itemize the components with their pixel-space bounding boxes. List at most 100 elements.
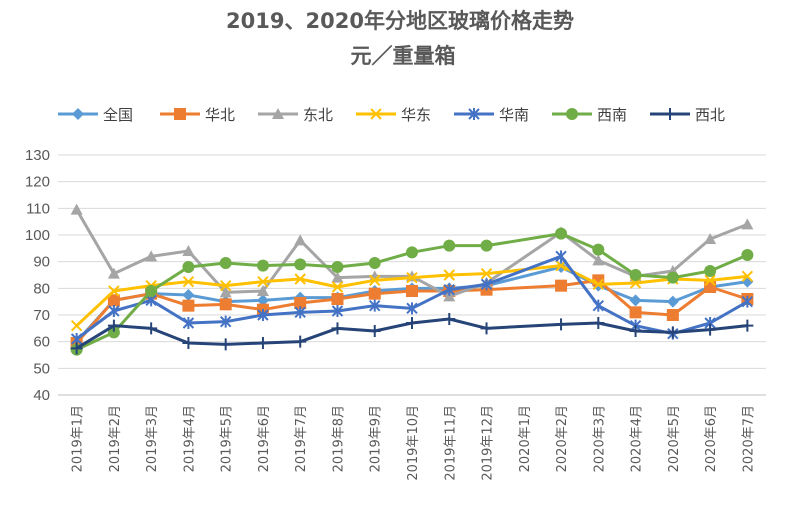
y-tick-label: 110 — [26, 200, 50, 217]
data-point — [219, 257, 232, 269]
data-point — [704, 274, 716, 287]
chart-subtitle: 元／重量箱 — [351, 44, 456, 68]
x-tick-label: 2020年4月 — [630, 405, 645, 472]
data-point — [741, 319, 754, 332]
x-tick-label: 2019年6月 — [257, 405, 272, 472]
data-point — [629, 294, 642, 307]
data-point — [443, 290, 456, 302]
data-point — [108, 285, 120, 297]
data-point — [174, 108, 186, 120]
data-point — [182, 337, 195, 349]
x-tick-label: 2019年8月 — [331, 405, 346, 472]
data-point — [145, 250, 158, 262]
data-point — [256, 294, 269, 307]
data-point — [331, 305, 344, 317]
series-line — [75, 278, 748, 344]
data-point — [704, 281, 717, 293]
data-point — [368, 325, 381, 337]
data-point — [592, 317, 605, 329]
y-axis: 40 50 60 70 80 90 100 110 120 130 — [25, 147, 50, 404]
data-point — [629, 306, 642, 319]
data-point — [107, 326, 120, 339]
y-tick-label: 50 — [33, 360, 50, 377]
data-point — [256, 259, 269, 272]
series-西北 — [70, 313, 754, 355]
data-point — [182, 275, 195, 288]
x-tick-label: 2019年4月 — [182, 405, 197, 472]
x-tick-label: 2019年5月 — [220, 405, 235, 472]
y-tick-label: 40 — [33, 387, 50, 404]
data-point — [331, 293, 344, 305]
series-line — [75, 265, 748, 343]
data-point — [480, 322, 493, 335]
series-line — [75, 254, 749, 341]
data-point — [107, 294, 120, 307]
legend-label: 华南 — [499, 106, 529, 124]
y-tick-label: 70 — [33, 307, 50, 324]
x-tick-label: 2020年6月 — [704, 405, 719, 472]
x-tick-label: 2020年1月 — [518, 405, 533, 472]
data-point — [70, 319, 83, 332]
y-tick-label: 130 — [25, 147, 50, 164]
data-point — [629, 269, 642, 281]
x-tick-label: 2019年11月 — [443, 405, 458, 481]
x-tick-label: 2019年3月 — [145, 405, 160, 472]
data-point — [369, 299, 381, 312]
x-tick-label: 2019年10月 — [406, 405, 421, 481]
data-point — [629, 325, 642, 337]
series-group — [70, 203, 754, 356]
data-point — [107, 267, 120, 279]
x-tick-label: 2020年7月 — [741, 405, 756, 472]
data-point — [704, 323, 717, 336]
data-point — [331, 322, 344, 335]
data-point — [256, 337, 269, 349]
data-point — [555, 250, 567, 263]
legend: 全国 华北 东北 华东 华南 西南 西北 — [58, 106, 725, 124]
data-point — [219, 298, 232, 311]
data-point — [70, 342, 83, 355]
legend-item: 华南 — [454, 106, 529, 124]
data-point — [219, 338, 232, 351]
data-point — [666, 326, 679, 339]
data-point — [443, 283, 455, 296]
x-tick-label: 2020年2月 — [555, 405, 570, 472]
legend-label: 全国 — [103, 106, 133, 124]
data-point — [704, 233, 717, 244]
data-point — [480, 267, 493, 280]
data-point — [108, 305, 120, 317]
data-point — [741, 218, 754, 230]
legend-label: 东北 — [303, 106, 333, 124]
data-point — [182, 289, 195, 301]
data-point — [368, 287, 381, 300]
x-tick-label: 2020年3月 — [592, 405, 607, 472]
legend-item: 东北 — [258, 106, 333, 124]
data-point — [331, 281, 344, 293]
data-point — [294, 273, 306, 285]
data-point — [370, 108, 382, 120]
data-point — [741, 249, 754, 261]
data-point — [741, 295, 754, 308]
data-point — [368, 257, 381, 269]
data-point — [406, 246, 418, 259]
x-tick-label: 2020年5月 — [667, 405, 682, 472]
data-point — [704, 265, 717, 277]
data-point — [555, 318, 568, 331]
data-point — [566, 108, 578, 120]
data-point — [219, 279, 232, 292]
chart-title: 2019、2020年分地区玻璃价格走势 — [226, 9, 574, 33]
data-point — [72, 108, 84, 120]
data-point — [257, 275, 269, 288]
y-tick-label: 90 — [33, 254, 50, 271]
data-point — [272, 108, 284, 119]
data-point — [741, 270, 754, 283]
data-point — [256, 285, 269, 296]
data-point — [480, 278, 493, 291]
data-point — [294, 297, 307, 309]
data-point — [182, 299, 195, 312]
data-point — [182, 245, 195, 256]
data-point — [443, 269, 455, 281]
data-point — [406, 317, 418, 329]
y-tick-label: 60 — [33, 334, 50, 351]
x-tick-label: 2019年9月 — [369, 405, 384, 472]
data-point — [406, 285, 418, 297]
